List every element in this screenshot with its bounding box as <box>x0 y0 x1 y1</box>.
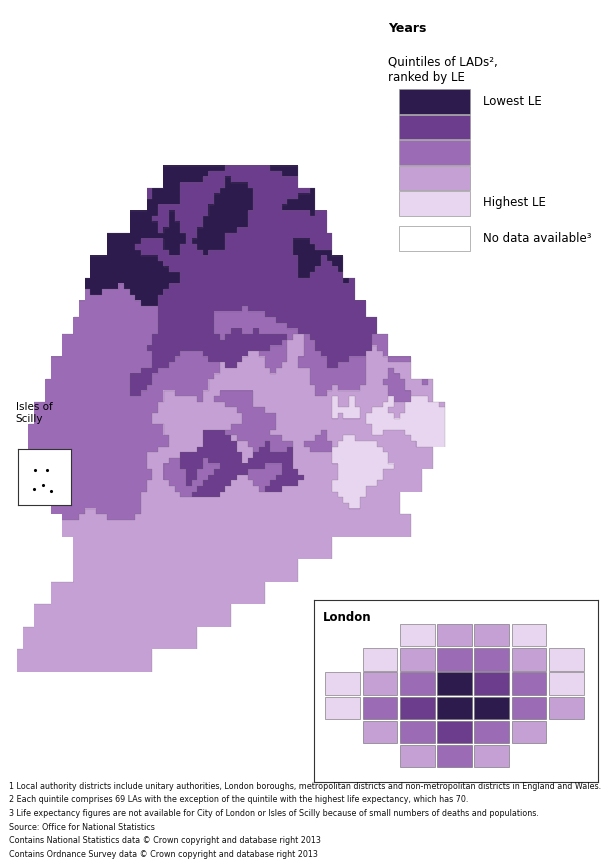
Bar <box>399 166 470 190</box>
Text: Highest LE: Highest LE <box>484 196 546 209</box>
Bar <box>399 191 470 216</box>
Bar <box>400 624 435 646</box>
Text: 1 Local authority districts include unitary authorities, London boroughs, metrop: 1 Local authority districts include unit… <box>9 782 601 791</box>
Bar <box>474 672 509 695</box>
Bar <box>400 721 435 743</box>
Bar <box>474 721 509 743</box>
Text: Contains Ordnance Survey data © Crown copyright and database right 2013: Contains Ordnance Survey data © Crown co… <box>9 849 318 859</box>
Bar <box>549 672 583 695</box>
Bar <box>400 745 435 767</box>
Bar <box>512 721 546 743</box>
Bar <box>549 696 583 719</box>
Text: 2 Each quintile comprises 69 LAs with the exception of the quintile with the hig: 2 Each quintile comprises 69 LAs with th… <box>9 796 469 804</box>
Bar <box>437 648 472 670</box>
Text: Contains National Statistics data © Crown copyright and database right 2013: Contains National Statistics data © Crow… <box>9 836 321 845</box>
Bar <box>437 745 472 767</box>
Bar <box>399 115 470 139</box>
Bar <box>437 672 472 695</box>
Text: Lowest LE: Lowest LE <box>484 95 542 108</box>
Bar <box>400 696 435 719</box>
Bar <box>325 672 360 695</box>
Text: Quintiles of LADs²,
ranked by LE: Quintiles of LADs², ranked by LE <box>388 56 498 84</box>
Text: No data available³: No data available³ <box>484 232 592 245</box>
Bar <box>400 648 435 670</box>
Bar <box>549 648 583 670</box>
Bar <box>474 624 509 646</box>
Bar <box>399 140 470 165</box>
Bar <box>363 696 397 719</box>
Bar <box>399 226 470 251</box>
Bar <box>512 648 546 670</box>
Text: Years: Years <box>388 22 426 35</box>
Bar <box>474 696 509 719</box>
Bar <box>474 745 509 767</box>
Bar <box>512 696 546 719</box>
Text: 3 Life expectancy figures are not available for City of London or Isles of Scill: 3 Life expectancy figures are not availa… <box>9 809 539 818</box>
Bar <box>512 624 546 646</box>
Bar <box>437 696 472 719</box>
Bar <box>437 624 472 646</box>
Bar <box>400 672 435 695</box>
Bar <box>512 672 546 695</box>
Text: Isles of
Scilly: Isles of Scilly <box>16 403 52 424</box>
Bar <box>363 648 397 670</box>
Text: Source: Office for National Statistics: Source: Office for National Statistics <box>9 823 155 831</box>
Bar <box>325 696 360 719</box>
Bar <box>363 672 397 695</box>
Bar <box>399 89 470 114</box>
Bar <box>474 648 509 670</box>
Bar <box>437 721 472 743</box>
Bar <box>363 721 397 743</box>
Text: London: London <box>323 612 371 625</box>
